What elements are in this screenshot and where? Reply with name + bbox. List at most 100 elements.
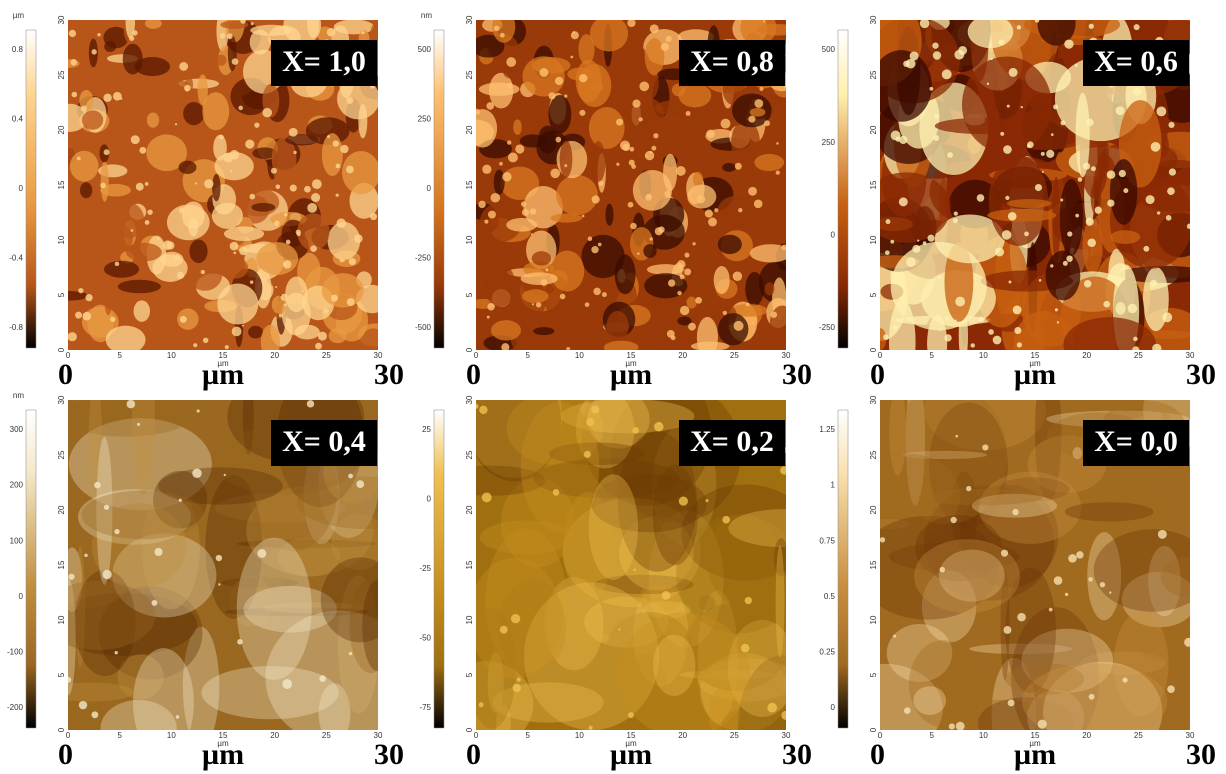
y-tick-label: 10 — [57, 615, 66, 624]
colorbar-tick-label: 0.5 — [824, 592, 836, 601]
panel: 250-25-50-75005510101515202025253030µmX=… — [419, 354, 840, 774]
x-tick-label: 25 — [730, 351, 739, 360]
x-tick-label: 10 — [575, 731, 584, 740]
y-tick-label: 5 — [57, 292, 66, 297]
x-tick-label: 5 — [525, 731, 530, 740]
y-tick-label: 30 — [57, 15, 66, 24]
afm-image — [437, 354, 840, 774]
y-tick-label: 25 — [869, 70, 878, 79]
y-tick-label: 5 — [869, 672, 878, 677]
panel-label: X= 0,4 — [282, 425, 366, 458]
axis-end: 30 — [1186, 738, 1216, 771]
colorbar — [434, 410, 444, 728]
y-tick-label: 10 — [465, 615, 474, 624]
y-tick-label: 15 — [57, 560, 66, 569]
y-tick-label: 20 — [465, 125, 474, 134]
x-tick-label: 10 — [167, 351, 176, 360]
colorbar-tick-label: -0.8 — [9, 323, 23, 332]
y-tick-label: 25 — [57, 70, 66, 79]
colorbar — [434, 30, 444, 348]
axis-start: 0 — [58, 358, 73, 391]
colorbar-tick-label: 0 — [19, 184, 24, 193]
colorbar-tick-label: -75 — [419, 703, 431, 712]
colorbar-tick-label: 0.25 — [819, 648, 835, 657]
axis-end: 30 — [374, 358, 404, 391]
y-tick-label: 20 — [57, 505, 66, 514]
x-tick-label: 25 — [322, 731, 331, 740]
y-tick-label: 5 — [465, 292, 474, 297]
x-tick-label: 25 — [1134, 351, 1143, 360]
y-tick-label: 20 — [869, 125, 878, 134]
y-tick-label: 25 — [57, 450, 66, 459]
colorbar-tick-label: -100 — [7, 648, 24, 657]
colorbar — [838, 410, 848, 728]
colorbar-tick-label: 0.8 — [12, 45, 24, 54]
colorbar-tick-label: 250 — [418, 115, 432, 124]
x-tick-label: 20 — [678, 351, 687, 360]
colorbar-tick-label: 0.4 — [12, 115, 24, 124]
colorbar-tick-label: 250 — [822, 138, 836, 147]
colorbar-tick-label: 1 — [831, 481, 836, 490]
colorbar-tick-label: 0 — [831, 703, 836, 712]
y-tick-label: 0 — [57, 347, 66, 352]
y-tick-label: 20 — [465, 505, 474, 514]
panel-label: X= 0,0 — [1094, 425, 1178, 458]
colorbar-tick-label: -0.4 — [9, 254, 23, 263]
x-tick-label: 25 — [730, 731, 739, 740]
axis-end: 30 — [782, 738, 812, 771]
panel: µm0.80.40-0.4-0.800551010151520202525303… — [9, 0, 404, 391]
panel-label: X= 0,2 — [690, 425, 774, 458]
x-tick-label: 5 — [929, 351, 934, 360]
axis-unit: µm — [1014, 738, 1056, 771]
y-tick-label: 25 — [869, 450, 878, 459]
colorbar-tick-label: 0.75 — [819, 536, 835, 545]
y-tick-label: 10 — [869, 615, 878, 624]
axis-unit: µm — [610, 738, 652, 771]
axis-unit: µm — [202, 358, 244, 391]
y-tick-label: 0 — [465, 347, 474, 352]
y-tick-label: 25 — [465, 70, 474, 79]
x-tick-label: 5 — [117, 351, 122, 360]
x-tick-label: 5 — [117, 731, 122, 740]
colorbar — [838, 30, 848, 348]
colorbar-unit: nm — [13, 391, 24, 400]
y-tick-label: 15 — [57, 180, 66, 189]
colorbar-tick-label: 500 — [822, 45, 836, 54]
y-tick-label: 0 — [869, 727, 878, 732]
y-tick-label: 5 — [465, 672, 474, 677]
axis-end: 30 — [782, 358, 812, 391]
y-tick-label: 20 — [869, 505, 878, 514]
x-tick-label: 20 — [1082, 731, 1091, 740]
colorbar-unit: nm — [421, 11, 432, 20]
y-tick-label: 25 — [465, 450, 474, 459]
colorbar-tick-label: 25 — [422, 425, 431, 434]
axis-start: 0 — [466, 738, 481, 771]
colorbar-tick-label: -50 — [419, 634, 431, 643]
y-tick-label: 5 — [869, 292, 878, 297]
colorbar-tick-label: 0 — [19, 592, 24, 601]
panel: 1.2510.750.50.25000551010151520202525303… — [819, 363, 1226, 771]
y-tick-label: 10 — [869, 235, 878, 244]
x-tick-label: 5 — [525, 351, 530, 360]
x-tick-label: 10 — [979, 351, 988, 360]
x-tick-label: 20 — [1082, 351, 1091, 360]
colorbar-tick-label: 1.25 — [819, 425, 835, 434]
colorbar-tick-label: 100 — [10, 536, 24, 545]
x-tick-label: 20 — [270, 351, 279, 360]
colorbar-unit: µm — [13, 11, 25, 20]
colorbar-tick-label: 0 — [427, 495, 432, 504]
axis-unit: µm — [202, 738, 244, 771]
y-tick-label: 0 — [869, 347, 878, 352]
y-tick-label: 10 — [465, 235, 474, 244]
colorbar — [26, 30, 36, 348]
y-tick-label: 30 — [869, 15, 878, 24]
y-tick-label: 15 — [465, 560, 474, 569]
panel-label: X= 0,8 — [690, 45, 774, 78]
panel: 5002500-250005510101515202025253030µmX= … — [819, 0, 1224, 391]
colorbar-tick-label: 300 — [10, 425, 24, 434]
afm-image — [15, 347, 437, 758]
colorbar-tick-label: -250 — [415, 254, 432, 263]
x-tick-label: 25 — [1134, 731, 1143, 740]
x-tick-label: 20 — [678, 731, 687, 740]
x-tick-label: 20 — [270, 731, 279, 740]
